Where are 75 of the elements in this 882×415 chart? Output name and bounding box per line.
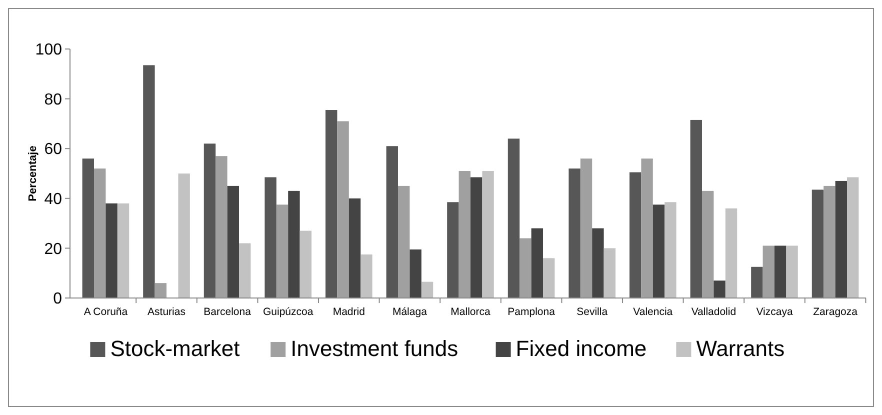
bar xyxy=(348,198,361,298)
bar xyxy=(227,186,240,298)
bar xyxy=(239,243,251,298)
bar xyxy=(264,177,276,298)
bar xyxy=(580,158,592,298)
bar xyxy=(447,202,459,298)
y-tick-label: 40 xyxy=(44,191,62,208)
x-tick-label: Valencia xyxy=(633,306,673,318)
bar xyxy=(592,228,604,298)
bar xyxy=(702,190,714,298)
bar xyxy=(470,177,482,298)
bar xyxy=(714,280,726,298)
bar xyxy=(398,186,410,298)
bar xyxy=(216,156,228,298)
bar xyxy=(629,172,642,298)
bar xyxy=(106,203,118,298)
bar xyxy=(154,283,167,298)
legend-label: Warrants xyxy=(696,336,785,361)
x-tick-label: Barcelona xyxy=(204,306,252,318)
bar xyxy=(812,190,824,298)
bar xyxy=(520,238,532,298)
bar xyxy=(641,158,653,298)
bar xyxy=(786,246,798,298)
bar xyxy=(725,208,738,298)
bar xyxy=(82,158,94,298)
x-tick-label: Guipúzcoa xyxy=(263,306,314,318)
bar xyxy=(421,282,434,298)
bar xyxy=(762,246,774,298)
bar xyxy=(774,246,786,298)
bar xyxy=(458,171,470,298)
y-axis-title: Percentaje xyxy=(27,146,39,202)
x-tick-label: Zaragoza xyxy=(813,306,858,318)
legend-label: Investment funds xyxy=(290,336,458,361)
bar xyxy=(410,249,422,298)
bar xyxy=(482,171,494,298)
bar xyxy=(568,168,580,298)
bar xyxy=(531,228,544,298)
x-tick-label: Madrid xyxy=(332,306,366,318)
bar xyxy=(94,168,106,298)
bar xyxy=(117,203,130,298)
x-tick-label: A Coruña xyxy=(84,306,128,318)
y-tick-label: 20 xyxy=(44,240,62,258)
bar xyxy=(300,230,312,298)
y-tick-label: 0 xyxy=(53,290,62,308)
bar xyxy=(824,186,836,298)
bar xyxy=(360,254,372,298)
y-tick-label: 100 xyxy=(35,42,62,59)
bar xyxy=(143,65,155,298)
bar xyxy=(664,202,676,298)
bar xyxy=(690,120,702,298)
bar xyxy=(386,146,398,298)
y-tick-label: 80 xyxy=(44,91,62,108)
x-tick-label: Mallorca xyxy=(450,306,490,318)
x-tick-label: Sevilla xyxy=(576,306,608,318)
bar xyxy=(543,258,555,298)
legend-label: Fixed income xyxy=(516,336,647,361)
bar xyxy=(847,177,859,298)
x-tick-label: Vizcaya xyxy=(756,306,793,318)
bar xyxy=(751,266,763,298)
legend-label: Stock-market xyxy=(110,336,240,361)
x-tick-label: Pamplona xyxy=(508,306,556,318)
bar xyxy=(178,174,190,298)
x-tick-label: Málaga xyxy=(392,306,428,318)
bar xyxy=(337,121,349,298)
bar xyxy=(652,204,665,298)
bar xyxy=(288,190,300,298)
x-tick-label: Valladolid xyxy=(691,306,736,318)
y-tick-label: 60 xyxy=(44,141,62,158)
bar xyxy=(508,138,520,298)
bar xyxy=(204,144,216,298)
bar xyxy=(835,180,847,298)
bar xyxy=(325,110,338,298)
x-tick-label: Asturias xyxy=(148,306,186,318)
bar xyxy=(604,248,616,298)
bar xyxy=(276,204,288,298)
